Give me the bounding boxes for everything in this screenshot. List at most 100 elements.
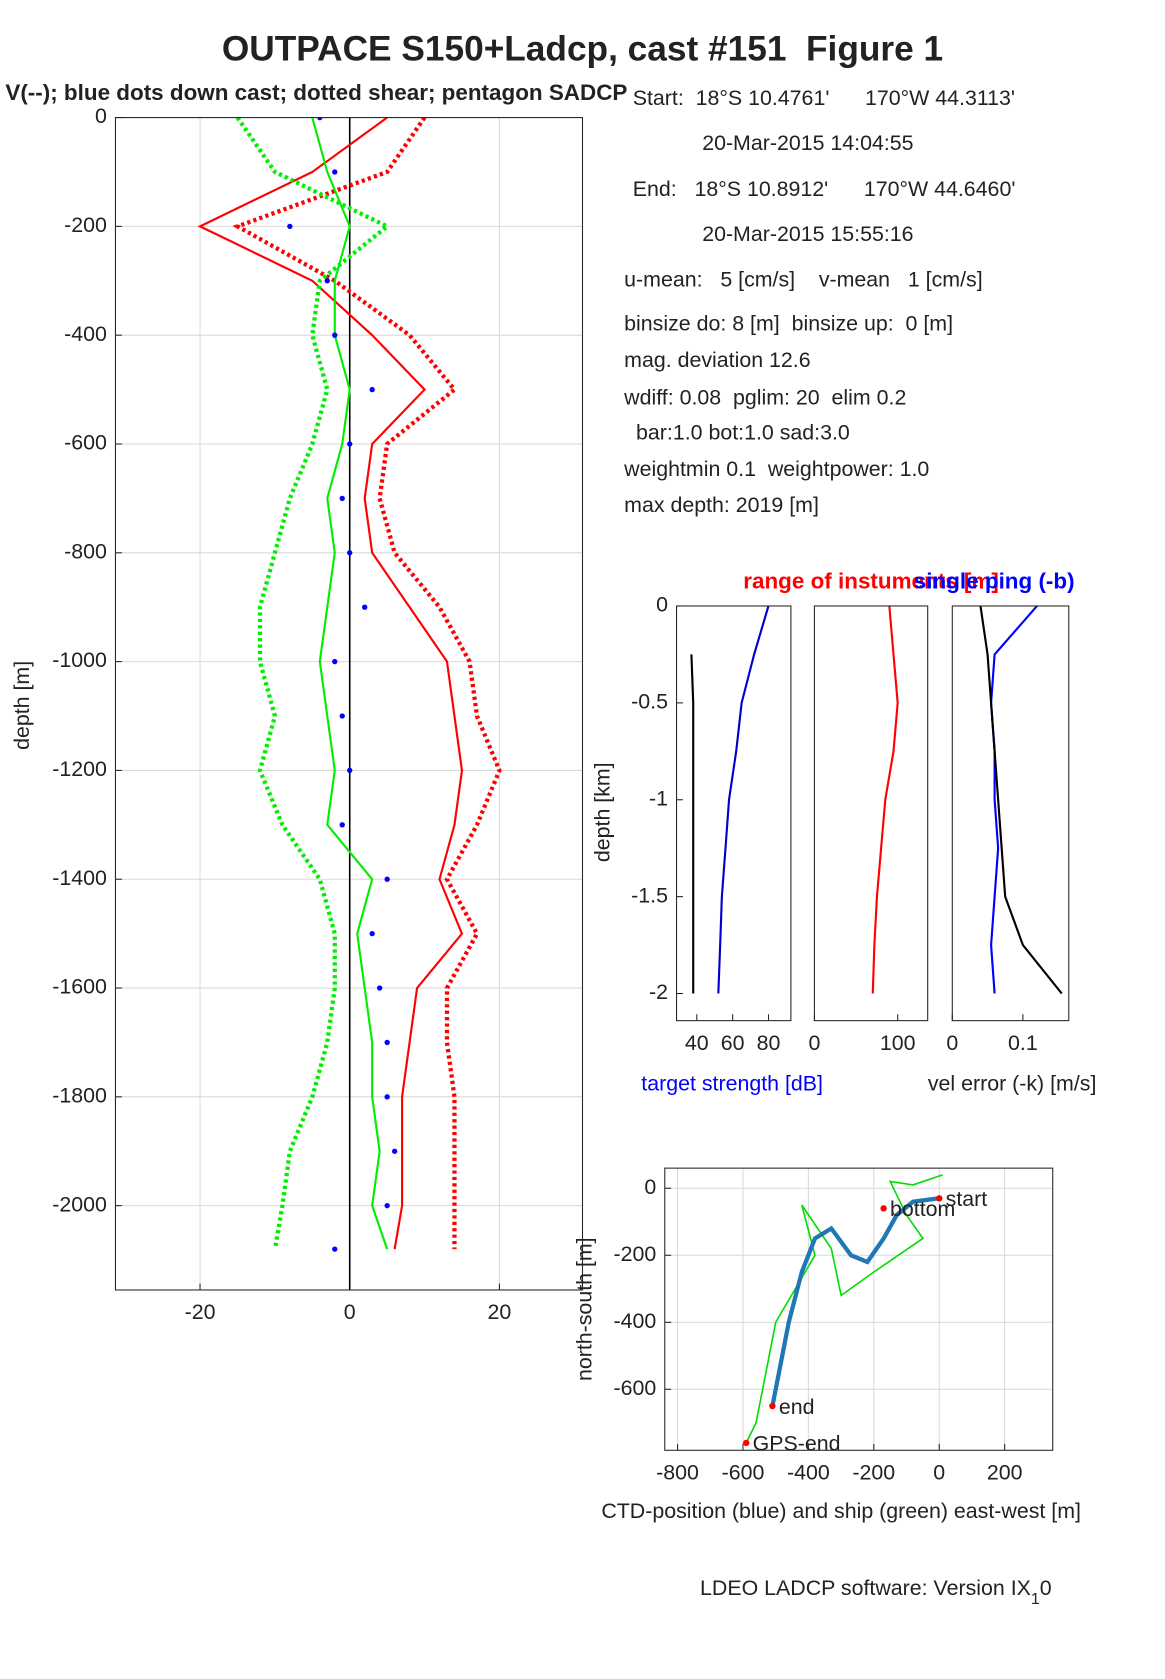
footer: LDEO LADCP software: Version IX10 xyxy=(700,1576,1052,1608)
y-tick-label: -400 xyxy=(613,1309,656,1333)
plot-marks xyxy=(871,605,899,994)
down-cast-dot xyxy=(317,117,323,121)
annotation-point xyxy=(936,1195,943,1202)
y-tick-label: -1600 xyxy=(52,975,107,999)
annotation: bottom xyxy=(890,1197,955,1221)
info-line: bar:1.0 bot:1.0 sad:3.0 xyxy=(624,421,850,445)
y-tick-label: -1000 xyxy=(52,648,107,672)
subtitle: V(--); blue dots down cast; dotted shear… xyxy=(5,80,627,105)
y-axis-label: north-south [m] xyxy=(572,1237,596,1381)
plot-area xyxy=(814,605,928,1021)
x-axis-label: vel error (-k) [m/s] xyxy=(928,1071,1097,1095)
x-tick-label: -400 xyxy=(787,1460,830,1484)
track-line xyxy=(745,1174,943,1444)
footer-subscript: 1 xyxy=(1031,1590,1040,1608)
down-cast-dot xyxy=(332,169,338,175)
x-tick-label: 20 xyxy=(488,1300,512,1324)
info-line: 20-Mar-2015 15:55:16 xyxy=(702,222,913,246)
x-tick-label: 40 xyxy=(685,1031,709,1055)
footer-text: LDEO LADCP software: Version IX xyxy=(700,1576,1031,1600)
footer-suffix: 0 xyxy=(1040,1576,1052,1600)
x-tick-label: -20 xyxy=(185,1300,216,1324)
plot-area xyxy=(664,1168,1053,1451)
panel-title: single ping (-b) xyxy=(914,568,1075,593)
down-cast-dot xyxy=(369,930,375,937)
y-tick-label: -600 xyxy=(613,1376,656,1400)
x-tick-label: 0 xyxy=(933,1460,945,1484)
x-axis-label: CTD-position (blue) and ship (green) eas… xyxy=(601,1499,1081,1523)
axes-frame xyxy=(664,1167,1054,1451)
x-tick-label: -800 xyxy=(656,1460,699,1484)
y-tick-label: -400 xyxy=(64,322,107,346)
y-tick-label: -1800 xyxy=(52,1083,107,1107)
profile-line xyxy=(871,605,899,994)
x-tick-label: 0.1 xyxy=(1008,1031,1038,1055)
profile-line xyxy=(990,605,1038,994)
y-tick-label: 0 xyxy=(644,1175,656,1199)
profile-line xyxy=(717,605,770,994)
axes: -800 -600 -400 -200 0 200 0 -200 -400 -600 startbo… xyxy=(572,1167,1081,1523)
down-cast-dot xyxy=(384,1094,390,1100)
axes: 0 0.1 single ping (-b) vel error (-k) [m/s] xyxy=(914,568,1097,1095)
plot-marks xyxy=(197,117,502,1290)
down-cast-dot xyxy=(384,1039,390,1046)
axes: 40 60 80 0 -0.5 -1 -1.5 -2 target strength [dB] d… xyxy=(591,593,823,1096)
x-tick-label: 0 xyxy=(946,1031,958,1055)
down-cast-dot xyxy=(347,767,353,774)
y-tick-label: -200 xyxy=(64,213,107,237)
axes-frame xyxy=(114,117,584,1291)
down-cast-dot xyxy=(332,658,338,665)
plot-marks xyxy=(979,605,1063,995)
y-tick-label: -2 xyxy=(649,980,668,1004)
info-line: u-mean: 5 [cm/s] v-mean 1 [cm/s] xyxy=(624,268,982,292)
axes-frame xyxy=(951,605,1070,1022)
down-cast-dot xyxy=(339,713,345,719)
info-block: Start: 18°S 10.4761' 170°W 44.3113' 20-M… xyxy=(623,86,1015,517)
annotation-point xyxy=(880,1205,887,1212)
y-tick-label: 0 xyxy=(656,593,668,617)
profile-line xyxy=(235,117,392,1250)
annotation: GPS-end xyxy=(753,1432,841,1456)
annotation-point xyxy=(769,1402,776,1410)
axes-frame xyxy=(813,605,929,1022)
y-tick-label: -1 xyxy=(649,786,668,810)
info-line: 20-Mar-2015 14:04:55 xyxy=(702,131,913,155)
down-cast-dot xyxy=(384,1202,390,1209)
y-tick-label: -2000 xyxy=(52,1192,107,1216)
annotation-point xyxy=(743,1439,750,1447)
figure-title: OUTPACE S150+Ladcp, cast #151 Figure 1 xyxy=(222,30,943,69)
down-cast-dot xyxy=(339,822,345,828)
y-tick-label: -1200 xyxy=(52,757,107,781)
down-cast-dot xyxy=(339,495,345,502)
y-tick-label: -1400 xyxy=(52,866,107,890)
x-tick-label: 80 xyxy=(757,1031,781,1055)
y-tick-label: -600 xyxy=(64,431,107,455)
x-tick-label: 200 xyxy=(987,1460,1023,1484)
plot-marks xyxy=(743,1174,943,1447)
track-line xyxy=(770,1196,940,1407)
x-tick-label: -200 xyxy=(852,1460,895,1484)
down-cast-dot xyxy=(384,876,390,882)
plot-area xyxy=(952,605,1069,1021)
panel-title: range of instuments [m] xyxy=(743,568,999,593)
y-tick-label: 0 xyxy=(95,104,107,128)
profile-line xyxy=(197,117,464,1250)
info-line: max depth: 2019 [m] xyxy=(624,493,819,517)
info-line: binsize do: 8 [m] binsize up: 0 [m] xyxy=(624,312,953,336)
x-tick-label: -600 xyxy=(722,1460,765,1484)
axes: 0 100 range of instuments [m] xyxy=(743,568,999,1054)
y-tick-label: -800 xyxy=(64,539,107,563)
info-line: weightmin 0.1 weightpower: 1.0 xyxy=(623,457,929,481)
y-axis-label: depth [m] xyxy=(10,661,34,750)
down-cast-dot xyxy=(362,604,368,610)
y-axis-label: depth [km] xyxy=(591,762,615,862)
annotation: start xyxy=(946,1187,988,1211)
down-cast-dot xyxy=(332,332,338,338)
plot-marks xyxy=(690,605,770,994)
profile-line xyxy=(232,117,502,1250)
x-tick-label: 0 xyxy=(344,1300,356,1324)
y-tick-label: -1.5 xyxy=(631,883,668,907)
x-tick-label: 60 xyxy=(721,1031,745,1055)
info-line: End: 18°S 10.8912' 170°W 44.6460' xyxy=(633,177,1016,201)
